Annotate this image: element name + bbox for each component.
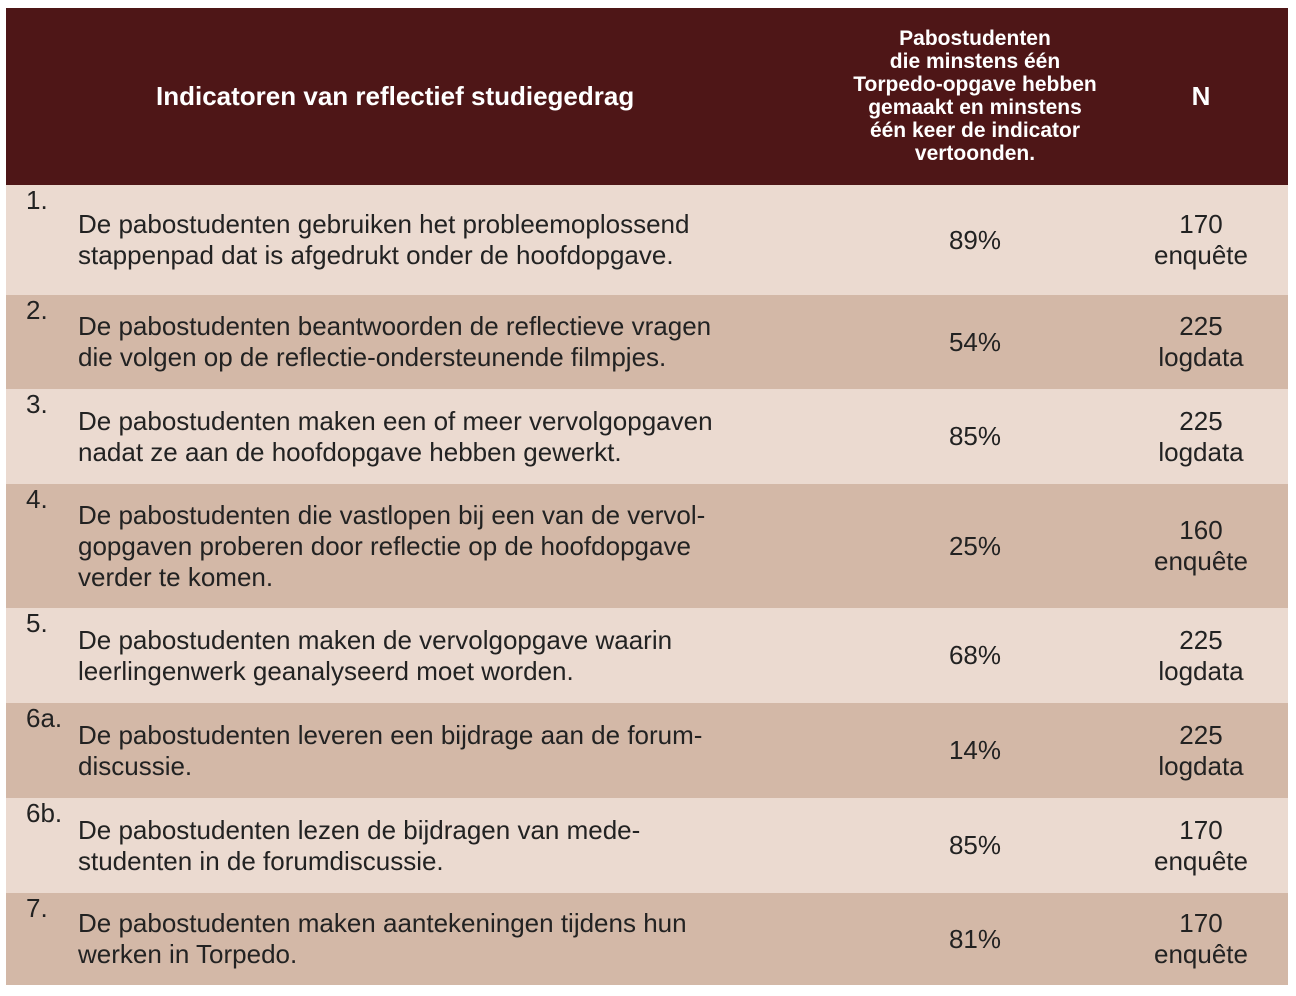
n-value: 160: [1179, 515, 1223, 545]
row-number: 7.: [26, 893, 48, 923]
row-text: De pabostudenten leveren een bijdrage aa…: [78, 719, 703, 781]
row-text: De pabostudenten gebruiken het probleemo…: [78, 209, 690, 270]
row-7-percentage: 81%: [836, 893, 1114, 985]
n-source: logdata: [1158, 655, 1244, 686]
row-text: De pabostudenten maken de vervolgopgave …: [78, 624, 673, 686]
row-4-percentage: 25%: [836, 484, 1114, 608]
indicator-table: Indicatoren van reflectief studiegedrag …: [6, 8, 1288, 985]
row-3-n: 225 logdata: [1114, 389, 1288, 484]
n-source: logdata: [1158, 436, 1244, 467]
row-number: 1.: [26, 185, 48, 215]
row-5-n: 225 logdata: [1114, 608, 1288, 703]
n-source: logdata: [1158, 750, 1244, 781]
n-value: 225: [1179, 719, 1223, 750]
row-1-percentage: 89%: [836, 185, 1114, 295]
row-2-percentage: 54%: [836, 295, 1114, 389]
n-source: enquête: [1154, 546, 1248, 576]
row-2-indicator: 2. De pabostudenten beantwoorden de refle…: [6, 295, 836, 389]
row-text: De pabostudenten maken een of meer vervo…: [78, 405, 713, 467]
row-number: 6b.: [26, 798, 63, 828]
row-text: De pabostudenten lezen de bijdragen van …: [78, 814, 641, 876]
n-value: 170: [1179, 209, 1223, 239]
row-6a-indicator: 6a. De pabostudenten leveren een bijdrage…: [6, 703, 836, 798]
row-number: 4.: [26, 484, 48, 514]
row-number: 2.: [26, 295, 48, 325]
row-number: 5.: [26, 608, 48, 638]
row-3-indicator: 3. De pabostudenten maken een of meer ver…: [6, 389, 836, 484]
n-source: enquête: [1154, 845, 1248, 876]
n-value: 170: [1179, 908, 1223, 938]
n-source: enquête: [1154, 939, 1248, 969]
row-5-indicator: 5. De pabostudenten maken de vervolgopgav…: [6, 608, 836, 703]
n-value: 170: [1179, 814, 1223, 845]
row-number: 6a.: [26, 703, 63, 733]
row-4-indicator: 4. De pabostudenten die vastlopen bij een…: [6, 484, 836, 608]
row-7-indicator: 7. De pabostudenten maken aantekeningen t…: [6, 893, 836, 985]
row-1-indicator: 1. De pabostudenten gebruiken het problee…: [6, 185, 836, 295]
header-n: N: [1114, 8, 1288, 185]
row-7-n: 170 enquête: [1114, 893, 1288, 985]
row-6b-n: 170 enquête: [1114, 798, 1288, 893]
row-number: 3.: [26, 389, 48, 419]
row-6b-indicator: 6b. De pabostudenten lezen de bijdragen v…: [6, 798, 836, 893]
n-value: 225: [1179, 624, 1223, 655]
row-3-percentage: 85%: [836, 389, 1114, 484]
n-value: 225: [1179, 311, 1223, 341]
row-5-percentage: 68%: [836, 608, 1114, 703]
n-value: 225: [1179, 405, 1223, 436]
row-1-n: 170 enquête: [1114, 185, 1288, 295]
n-source: enquête: [1154, 240, 1248, 270]
header-percentage: Pabostudenten die minstens één Torpedo-o…: [836, 8, 1114, 185]
header-indicator: Indicatoren van reflectief studiegedrag: [6, 8, 836, 185]
row-text: De pabostudenten beantwoorden de reflect…: [78, 311, 712, 372]
row-4-n: 160 enquête: [1114, 484, 1288, 608]
n-source: logdata: [1158, 342, 1244, 372]
row-2-n: 225 logdata: [1114, 295, 1288, 389]
row-text: De pabostudenten die vastlopen bij een v…: [78, 499, 706, 592]
row-6a-percentage: 14%: [836, 703, 1114, 798]
row-6b-percentage: 85%: [836, 798, 1114, 893]
row-text: De pabostudenten maken aantekeningen tij…: [78, 908, 687, 969]
row-6a-n: 225 logdata: [1114, 703, 1288, 798]
